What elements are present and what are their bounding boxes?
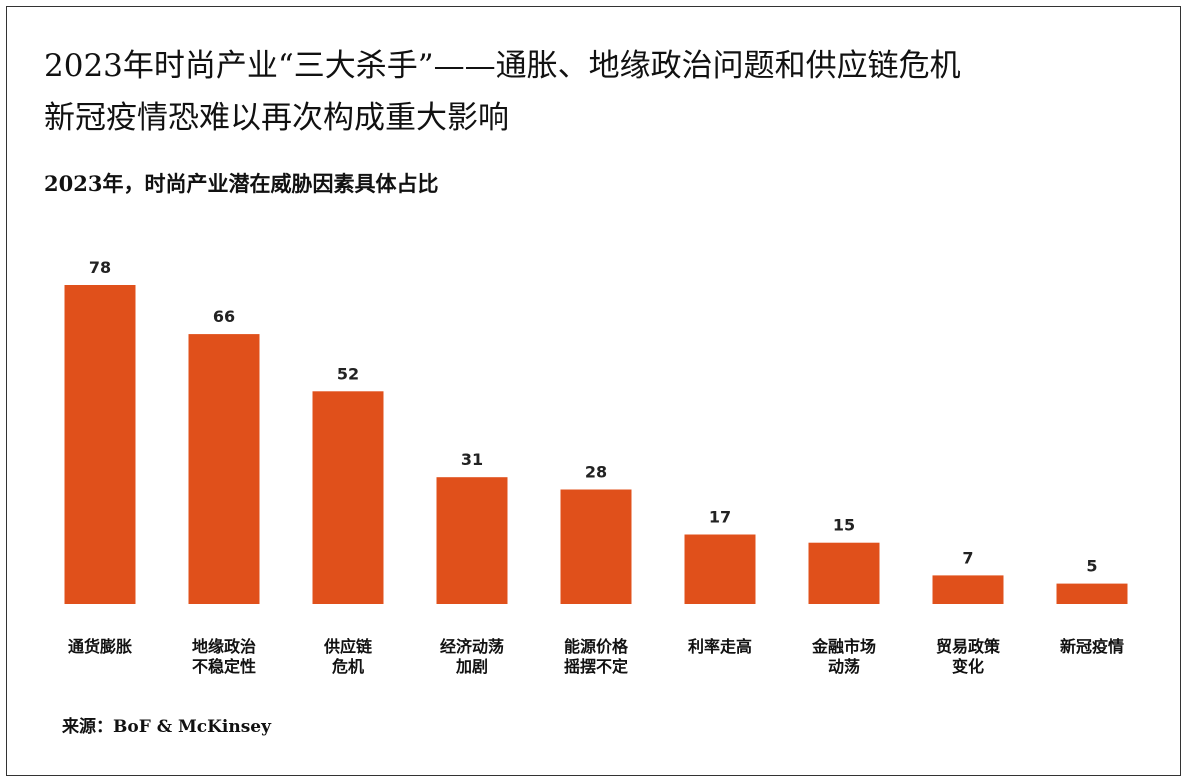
category-label-6: 利率走高 bbox=[688, 637, 752, 656]
source-note: 来源：BoF & McKinsey bbox=[62, 717, 271, 737]
category-label-line: 不稳定性 bbox=[192, 657, 256, 676]
category-label-8: 贸易政策变化 bbox=[936, 637, 1001, 676]
category-label-2: 地缘政治不稳定性 bbox=[192, 637, 256, 676]
category-label-5: 能源价格摇摆不定 bbox=[564, 637, 629, 676]
bar-4 bbox=[436, 477, 508, 604]
chart-title-line-1: 2023年时尚产业“三大杀手”——通胀、地缘政治问题和供应链危机 bbox=[44, 48, 961, 84]
bar-7 bbox=[808, 542, 880, 604]
category-label-line: 变化 bbox=[952, 657, 984, 676]
category-label-line: 能源价格 bbox=[564, 637, 629, 656]
category-label-line: 通货膨胀 bbox=[68, 637, 132, 656]
category-label-3: 供应链危机 bbox=[323, 637, 373, 676]
category-label-1: 通货膨胀 bbox=[68, 637, 132, 656]
category-label-line: 加剧 bbox=[455, 657, 488, 676]
value-label-6: 17 bbox=[709, 508, 731, 527]
chart-subtitle: 2023年，时尚产业潜在威胁因素具体占比 bbox=[44, 171, 439, 196]
value-labels-group: 78 66 52 31 28 17 15 7 5 bbox=[89, 258, 1098, 576]
category-label-line: 利率走高 bbox=[688, 637, 752, 656]
bar-6 bbox=[684, 534, 756, 604]
value-label-7: 15 bbox=[833, 516, 855, 535]
bar-8 bbox=[932, 575, 1004, 604]
bar-3 bbox=[312, 391, 384, 604]
value-label-5: 28 bbox=[585, 463, 607, 482]
category-label-line: 新冠疫情 bbox=[1060, 637, 1124, 656]
category-label-line: 贸易政策 bbox=[936, 637, 1001, 656]
bars-group bbox=[64, 285, 1128, 604]
chart-title-line-2: 新冠疫情恐难以再次构成重大影响 bbox=[44, 100, 509, 136]
category-label-line: 动荡 bbox=[828, 657, 860, 676]
bar-9 bbox=[1056, 583, 1128, 604]
bar-1 bbox=[64, 285, 136, 604]
category-label-line: 地缘政治 bbox=[192, 637, 256, 656]
category-label-4: 经济动荡加剧 bbox=[440, 637, 504, 676]
value-label-2: 66 bbox=[213, 307, 235, 326]
category-label-7: 金融市场动荡 bbox=[811, 637, 876, 676]
bar-5 bbox=[560, 489, 632, 604]
chart-title: 2023年时尚产业“三大杀手”——通胀、地缘政治问题和供应链危机 新冠疫情恐难以… bbox=[44, 40, 1144, 144]
category-label-line: 经济动荡 bbox=[440, 637, 504, 656]
bar-2 bbox=[188, 334, 260, 604]
category-label-line: 摇摆不定 bbox=[564, 657, 628, 676]
value-label-4: 31 bbox=[461, 450, 483, 469]
value-label-9: 5 bbox=[1086, 557, 1097, 576]
category-label-9: 新冠疫情 bbox=[1060, 637, 1124, 656]
value-label-1: 78 bbox=[89, 258, 111, 277]
value-label-8: 7 bbox=[962, 548, 973, 567]
category-label-line: 金融市场 bbox=[811, 637, 876, 656]
category-labels-group: 通货膨胀 地缘政治不稳定性 供应链危机 经济动荡加剧 能源价格摇摆不定 利率走高 金融市场动… bbox=[68, 637, 1124, 676]
category-label-line: 危机 bbox=[332, 657, 364, 676]
category-label-line: 供应链 bbox=[323, 637, 373, 656]
value-label-3: 52 bbox=[337, 364, 359, 383]
